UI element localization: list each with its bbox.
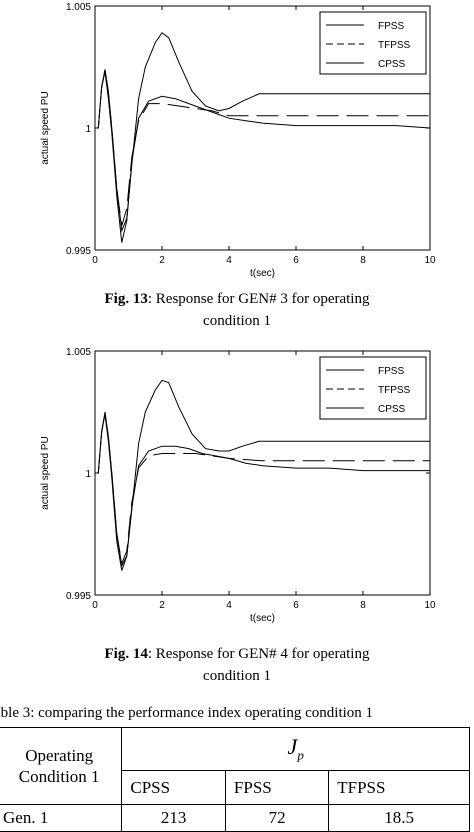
- figure-14-label: Fig. 14: [104, 646, 148, 662]
- figure-14-caption: Fig. 14: Response for GEN# 4 for operati…: [0, 643, 474, 687]
- cell-gen1-cpss: 213: [121, 804, 226, 832]
- cell-gen1-fpss: 72: [224, 804, 330, 832]
- gen3-legend-label-fpss: FPSS: [378, 21, 404, 32]
- gen3-xtick-label: 6: [293, 255, 299, 266]
- gen3-legend-box: [319, 11, 427, 75]
- gen3-ytick-label: 1.005: [66, 2, 91, 13]
- header-operating-condition: Operating Condition 1: [0, 727, 123, 805]
- gen4-xtick-label: 0: [92, 600, 98, 611]
- figure-13: 0 2 4 6 8 10 0.995 1 1.005 t(sec) actual speed PU F…: [0, 0, 474, 345]
- gen3-xlabel: t(sec): [250, 268, 275, 279]
- figure-13-caption-text: : Response for GEN# 3 for operating: [147, 291, 370, 307]
- gen4-series-cpss: [95, 414, 430, 571]
- figure-13-label: Fig. 13: [104, 291, 148, 307]
- cell-gen1-tfpss: 18.5: [328, 804, 470, 832]
- figure-14-caption-line2: condition 1: [203, 668, 271, 684]
- gen3-ytick-label: 0.995: [66, 246, 91, 257]
- figure-14-caption-text: : Response for GEN# 4 for operating: [147, 646, 370, 662]
- gen3-series-tfpss: [95, 71, 430, 226]
- gen4-xtick-label: 6: [293, 600, 299, 611]
- header-jp: Jp: [121, 727, 470, 771]
- chart-gen4: 0 2 4 6 8 10 0.995 1 1.005 t(sec) actual speed PU F…: [40, 347, 436, 624]
- gen4-ytick-label: 1.005: [66, 347, 91, 358]
- figure-14: 0 2 4 6 8 10 0.995 1 1.005 t(sec) actual speed PU F…: [0, 345, 474, 690]
- gen4-legend-label-tfpss: TFPSS: [378, 385, 411, 396]
- jp-symbol: J: [287, 734, 298, 760]
- column-header-tfpss: TFPSS: [328, 770, 470, 805]
- gen3-ylabel: actual speed PU: [40, 91, 51, 164]
- gen4-series-tfpss: [95, 414, 430, 566]
- table-subheader-row: CPSS FPSS TFPSS: [0, 770, 470, 805]
- gen4-ytick-label: 0.995: [66, 591, 91, 602]
- column-header-fpss: FPSS: [224, 770, 330, 805]
- gen3-series-cpss: [95, 71, 431, 243]
- gen3-xtick-label: 0: [92, 255, 98, 266]
- gen3-xtick-label: 10: [424, 255, 436, 266]
- gen4-xtick-label: 8: [360, 600, 366, 611]
- figure-13-caption: Fig. 13: Response for GEN# 3 for operati…: [0, 288, 474, 332]
- gen3-ytick-label: 1: [85, 124, 91, 135]
- gen4-legend-label-cpss: CPSS: [378, 404, 406, 415]
- gen3-xtick-label: 8: [360, 255, 366, 266]
- gen4-ylabel: actual speed PU: [40, 436, 51, 509]
- column-header-cpss: CPSS: [121, 770, 226, 805]
- gen3-legend-label-cpss: CPSS: [378, 59, 406, 70]
- gen3-legend-label-tfpss: TFPSS: [378, 40, 411, 51]
- table-row: Gen. 1 213 72 18.5: [0, 804, 470, 832]
- gen4-legend-label-fpss: FPSS: [378, 366, 404, 377]
- gen3-xtick-label: 4: [226, 255, 232, 266]
- gen4-xlabel: t(sec): [250, 613, 275, 624]
- performance-index-table: Operating Condition 1 Jp CPSS FPSS TFPSS…: [0, 727, 470, 832]
- gen3-xtick-label: 2: [159, 255, 165, 266]
- gen4-legend-box: [319, 356, 427, 420]
- chart-gen3: 0 2 4 6 8 10 0.995 1 1.005 t(sec) actual speed PU F…: [40, 2, 436, 279]
- gen4-xtick-label: 4: [226, 600, 232, 611]
- gen4-xtick-label: 10: [424, 600, 436, 611]
- row-label-gen1: Gen. 1: [0, 804, 123, 832]
- figure-13-caption-line2: condition 1: [203, 313, 271, 329]
- table-header-row: Operating Condition 1 Jp: [0, 727, 470, 805]
- jp-subscript: p: [297, 747, 304, 763]
- table-3-caption: able 3: comparing the performance index …: [0, 705, 374, 721]
- gen4-ytick-label: 1: [85, 469, 91, 480]
- gen4-xtick-label: 2: [159, 600, 165, 611]
